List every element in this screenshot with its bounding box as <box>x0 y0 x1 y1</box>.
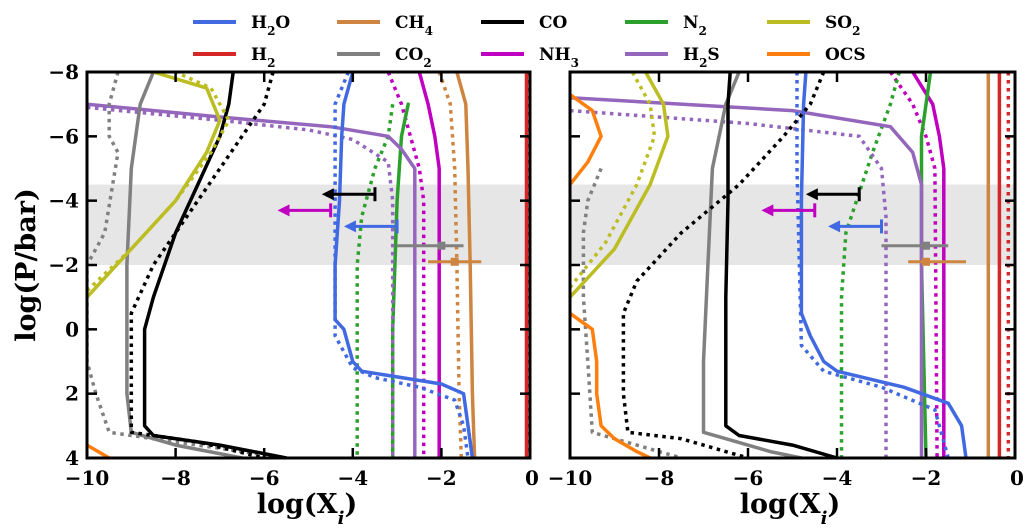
upper-limit-h2o <box>343 219 399 234</box>
x-tick-label: −2 <box>426 466 457 490</box>
series-line-so2-dotted <box>87 72 231 292</box>
series-line-h2s-dotted <box>570 108 888 458</box>
series-line-ocs-solid <box>570 311 652 458</box>
series-line-n2-dotted <box>355 103 395 458</box>
series-line-co-solid <box>142 72 289 458</box>
y-tick-label: 2 <box>65 382 79 406</box>
series-line-h2o-dotted <box>795 72 950 458</box>
y-tick-label: 4 <box>65 446 79 470</box>
legend-entry: CO <box>481 13 568 33</box>
measurement-ch4 <box>908 257 967 266</box>
x-tick-label: 0 <box>525 466 539 490</box>
y-axis-label: log(P/bar) <box>11 188 42 341</box>
x-tick-label: −8 <box>644 466 675 490</box>
series-line-so2-solid <box>87 72 222 299</box>
x-tick-label: −8 <box>160 466 191 490</box>
legend-label: CH4 <box>395 13 433 38</box>
x-tick-label: −10 <box>548 466 593 490</box>
x-tick-label: 0 <box>1010 466 1024 490</box>
legend-entry: SO2 <box>767 13 860 38</box>
legend-entry: CO2 <box>337 45 432 70</box>
series-line-ocs-solid <box>570 92 603 187</box>
right-panel: −8 −6 −4 −2 0 −10 <box>548 70 1024 490</box>
left-panel: −10 −8 −6 −4 −2 0 −8 −6 −4 −2 0 2 4 <box>48 60 539 490</box>
shaded-band <box>570 184 1015 265</box>
series-line-h2o-dotted <box>333 72 470 458</box>
x-tick-label: −2 <box>911 466 942 490</box>
series-line-h2o-solid <box>333 72 475 458</box>
legend-label: NH3 <box>539 45 579 70</box>
legend-label: SO2 <box>825 13 860 38</box>
legend-entry: H2 <box>193 45 275 70</box>
upper-limit-nh3 <box>277 203 333 218</box>
legend-entry: NH3 <box>481 45 579 70</box>
measurement-co2 <box>397 241 464 250</box>
series-line-ch4-solid <box>455 72 477 458</box>
legend-label: H2S <box>683 45 720 70</box>
series-line-so2-solid <box>570 72 670 299</box>
y-tick-label: −8 <box>48 60 79 84</box>
legend-entry: OCS <box>767 45 866 65</box>
legend-entry: N2 <box>625 13 707 38</box>
legend-entry: H2S <box>625 45 720 70</box>
series-line-nh3-dotted <box>888 72 939 458</box>
y-tick-label: −4 <box>48 189 79 213</box>
x-tick-label: −4 <box>337 466 368 490</box>
legend-label: CO <box>539 13 568 33</box>
legend-entry: H2O <box>193 13 290 38</box>
y-tick-label: 0 <box>65 317 79 341</box>
series-line-co2-solid <box>125 72 244 458</box>
legend-entry: CH4 <box>337 13 433 38</box>
series-line-co-solid <box>724 72 839 458</box>
series-line-co2-dotted <box>581 167 682 458</box>
series-line-nh3-dotted <box>386 72 426 458</box>
x-tick-label: −4 <box>822 466 853 490</box>
y-tick-label: −2 <box>48 253 79 277</box>
series-line-h2o-solid <box>799 72 968 458</box>
series-line-ocs-solid <box>87 443 111 458</box>
x-axis-label-right: log(Xi) <box>740 489 841 529</box>
series-line-nh3-solid <box>417 72 441 458</box>
y-tick-label: −6 <box>48 124 79 148</box>
legend-label: H2O <box>251 13 290 38</box>
x-axis-label-left: log(Xi) <box>257 489 358 529</box>
legend-label: H2 <box>251 45 275 70</box>
legend-label: OCS <box>825 45 866 65</box>
series-line-h2s-solid <box>87 102 417 458</box>
x-tick-label: −6 <box>733 466 764 490</box>
series-line-co2-solid <box>701 72 804 458</box>
series-line-co-dotted <box>621 72 826 458</box>
series-line-h2s-solid <box>570 95 924 458</box>
measurement-ch4 <box>428 257 482 266</box>
upper-limit-nh3 <box>761 203 817 218</box>
upper-limit-co <box>805 187 861 202</box>
series-line-ch4-dotted <box>437 72 464 458</box>
legend-label: CO2 <box>395 45 432 70</box>
series-line-co2-dotted <box>87 72 287 458</box>
legend-label: N2 <box>683 13 707 38</box>
measurement-co2 <box>881 241 949 250</box>
x-tick-label: −10 <box>65 466 110 490</box>
upper-limit-h2o <box>828 219 883 234</box>
x-tick-label: −6 <box>249 466 280 490</box>
legend: H2O H2 CH4 CO2 CO NH3 N2 H2S SO2 OCS <box>193 13 866 70</box>
upper-limit-co <box>321 187 377 202</box>
